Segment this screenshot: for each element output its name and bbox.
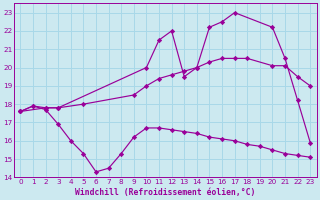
X-axis label: Windchill (Refroidissement éolien,°C): Windchill (Refroidissement éolien,°C): [75, 188, 255, 197]
